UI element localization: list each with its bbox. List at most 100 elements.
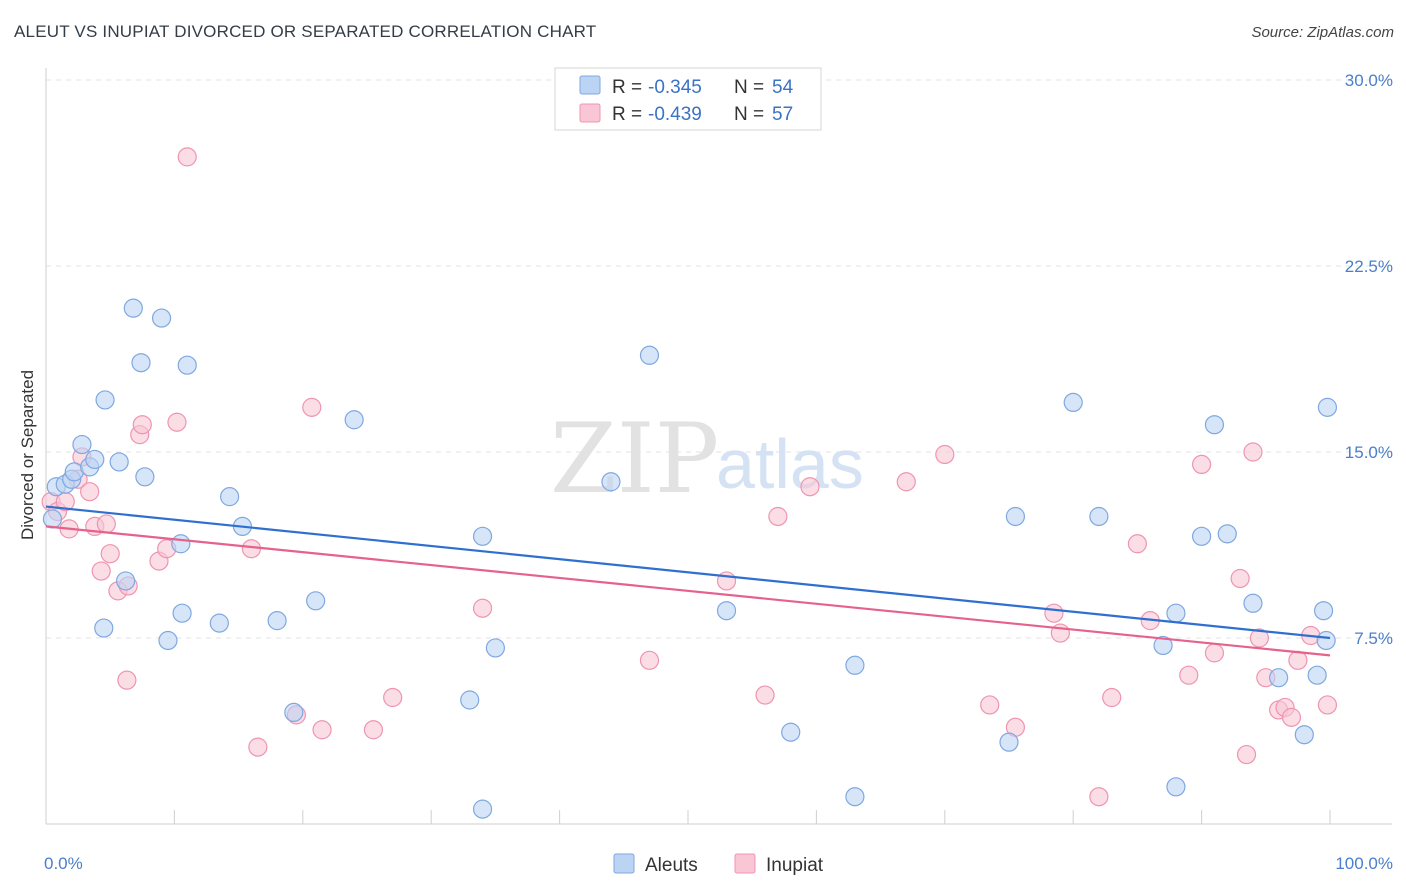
aleut-point-40 — [1089, 506, 1109, 527]
inupiat-point-33 — [896, 472, 916, 492]
inupiat-point-45 — [1204, 643, 1225, 663]
watermark: ZIP atlas — [550, 403, 864, 515]
inupiat-point-39 — [1089, 787, 1109, 807]
inupiat-point-54 — [1288, 650, 1308, 670]
inupiat-point-46 — [1230, 568, 1250, 589]
aleut-point-48 — [1269, 668, 1289, 688]
aleut-point-47 — [1243, 593, 1263, 613]
x-tick-labels: 0.0% 100.0% — [44, 854, 1393, 873]
aleut-point-5 — [72, 434, 92, 455]
aleut-point-14 — [135, 467, 155, 487]
chart-title: ALEUT VS INUPIAT DIVORCED OR SEPARATED C… — [14, 22, 597, 41]
aleut-point-38 — [1005, 506, 1026, 527]
aleut-point-25 — [306, 591, 326, 611]
legend-swatch-inupiat — [579, 103, 601, 123]
inupiat-point-6 — [80, 482, 100, 502]
y-tick-label-0: 7.5% — [1354, 629, 1393, 648]
inupiat-point-53 — [1281, 707, 1302, 727]
legend-n-value-aleuts: 54 — [772, 77, 794, 98]
legend-r-label-inupiat: R = — [612, 104, 642, 125]
legend-r-label-aleuts: R = — [612, 77, 642, 98]
aleut-point-23 — [267, 611, 287, 631]
inupiat-point-24 — [312, 720, 332, 740]
aleut-point-43 — [1166, 777, 1186, 797]
aleut-point-9 — [95, 390, 115, 410]
inupiat-point-21 — [248, 737, 268, 757]
aleut-points — [42, 298, 1338, 819]
inupiat-point-9 — [96, 514, 116, 534]
legend-n-value-inupiat: 57 — [772, 104, 793, 125]
aleut-point-31 — [601, 472, 621, 492]
aleut-point-10 — [109, 452, 129, 472]
aleut-point-41 — [1153, 635, 1173, 656]
inupiat-point-31 — [768, 506, 788, 527]
inupiat-point-49 — [1249, 628, 1269, 648]
aleut-point-16 — [158, 630, 178, 651]
aleut-point-53 — [1317, 397, 1338, 417]
inupiat-point-48 — [1243, 442, 1263, 462]
aleut-point-15 — [151, 308, 172, 328]
legend-n-label-inupiat: N = — [734, 104, 764, 125]
source-credit: Source: ZipAtlas.com — [1251, 24, 1394, 41]
aleut-trend-line — [45, 505, 1331, 640]
trend-lines — [45, 505, 1331, 657]
series-legend: Aleuts Inupiat — [613, 853, 824, 876]
y-tick-label-3: 30.0% — [1345, 71, 1393, 90]
inupiat-point-32 — [800, 477, 820, 497]
aleut-point-21 — [220, 487, 240, 507]
inupiat-point-15 — [132, 415, 152, 435]
x-tick-label-1: 100.0% — [1335, 854, 1393, 873]
aleut-point-17 — [171, 534, 191, 554]
inupiat-point-18 — [167, 412, 187, 432]
axes — [45, 68, 1392, 825]
inupiat-point-27 — [472, 598, 493, 618]
aleut-point-33 — [716, 601, 737, 621]
aleut-point-27 — [460, 690, 480, 710]
aleut-point-39 — [1063, 392, 1083, 412]
inupiat-point-34 — [935, 444, 955, 465]
series-legend-swatch-inupiat — [734, 853, 756, 874]
inupiat-point-25 — [363, 720, 384, 740]
inupiat-point-56 — [1317, 695, 1338, 715]
inupiat-point-8 — [91, 561, 111, 581]
aleut-point-50 — [1307, 665, 1327, 685]
aleut-point-7 — [85, 449, 105, 470]
aleut-point-46 — [1217, 524, 1237, 544]
y-tick-label-2: 22.5% — [1345, 257, 1393, 276]
inupiat-point-47 — [1236, 744, 1257, 765]
aleut-point-35 — [845, 655, 865, 675]
aleut-point-34 — [781, 722, 801, 742]
legend-swatch-aleuts — [579, 75, 601, 95]
inupiat-point-35 — [980, 695, 1000, 715]
inupiat-point-30 — [755, 685, 775, 705]
aleut-point-36 — [845, 787, 865, 807]
aleut-point-44 — [1191, 526, 1212, 546]
aleut-point-52 — [1316, 630, 1336, 651]
inupiat-point-26 — [383, 687, 403, 708]
watermark-atlas: atlas — [716, 425, 864, 503]
aleut-point-42 — [1166, 603, 1186, 623]
inupiat-point-12 — [117, 670, 137, 690]
aleut-point-18 — [172, 603, 192, 623]
aleut-point-20 — [209, 613, 229, 633]
y-axis-label: Divorced or Separated — [18, 370, 37, 540]
aleut-point-24 — [284, 702, 304, 723]
inupiat-point-28 — [639, 650, 660, 670]
aleut-point-37 — [999, 732, 1019, 752]
series-legend-label-aleuts: Aleuts — [645, 855, 698, 876]
inupiat-point-10 — [100, 544, 120, 564]
x-tick-label-0: 0.0% — [44, 854, 83, 873]
inupiat-point-41 — [1127, 534, 1148, 554]
inupiat-point-37 — [1044, 603, 1064, 623]
aleut-point-49 — [1294, 725, 1314, 745]
legend-r-value-inupiat: -0.439 — [648, 104, 702, 125]
inupiat-trend-line — [45, 525, 1331, 657]
watermark-zip: ZIP — [550, 403, 719, 515]
stats-legend: R = -0.345 N = 54 R = -0.439 N = 57 — [554, 67, 822, 131]
y-tick-label-1: 15.0% — [1345, 443, 1393, 462]
inupiat-point-44 — [1191, 454, 1212, 474]
aleut-point-13 — [131, 353, 151, 373]
aleut-point-8 — [94, 618, 114, 638]
aleut-point-29 — [472, 526, 493, 546]
aleut-point-30 — [485, 638, 505, 658]
